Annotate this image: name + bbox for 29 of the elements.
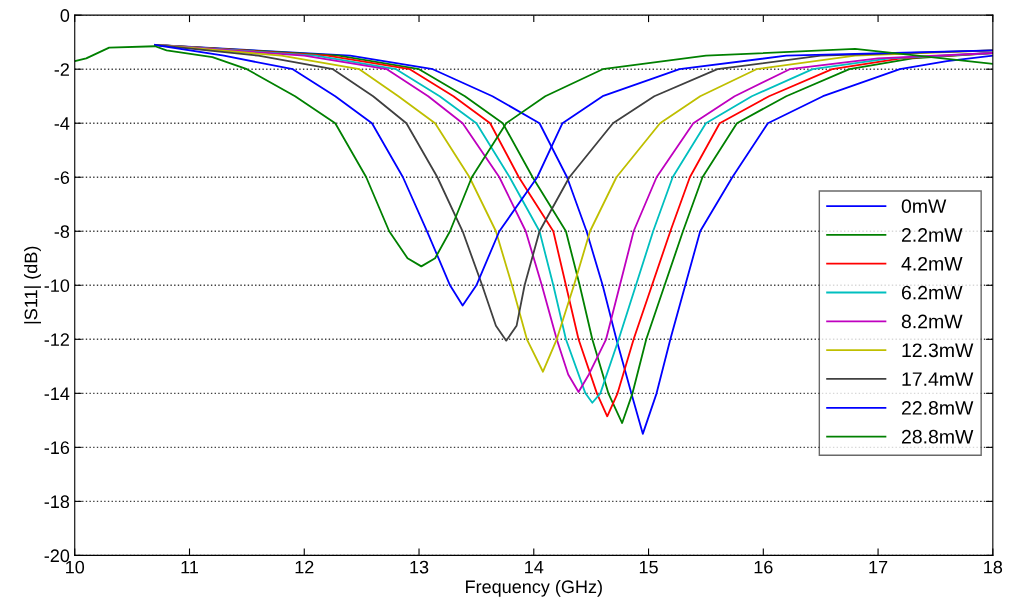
legend-label: 0mW (901, 199, 947, 214)
legend-label: 28.8mW (901, 429, 974, 444)
legend-label: 2.2mW (901, 228, 963, 242)
x-tick-label: 14 (525, 560, 544, 574)
y-tick-label: -4 (54, 117, 70, 130)
x-tick-label: 18 (984, 560, 1003, 574)
legend-label: 17.4mW (902, 372, 974, 386)
x-tick-label: 11 (181, 560, 198, 574)
x-tick-label: 13 (410, 560, 429, 574)
x-tick-label: 12 (295, 560, 314, 574)
y-tick-label: -6 (54, 171, 70, 184)
x-tick-label: 17 (869, 560, 888, 574)
x-tick-label: 16 (754, 560, 773, 574)
y-tick-label: -8 (54, 225, 70, 238)
y-tick-label: -10 (44, 279, 70, 293)
y-tick-label: 0 (60, 9, 70, 22)
legend-label: 22.8mW (901, 401, 974, 415)
legend-label: 12.3mW (902, 343, 974, 358)
legend-label: 6.2mW (901, 285, 963, 300)
y-axis-title: |S11| (dB) (24, 246, 42, 324)
legend-label: 8.2mW (901, 314, 963, 329)
y-tick-label: -14 (44, 387, 70, 400)
y-tick-label: -16 (44, 441, 70, 455)
y-tick-label: -2 (54, 63, 69, 76)
legend-label: 4.2mW (901, 256, 963, 271)
y-tick-label: -12 (44, 333, 69, 346)
x-axis-title: Frequency (GHz) (466, 579, 602, 597)
y-tick-label: -18 (44, 495, 70, 509)
x-tick-label: 15 (639, 560, 658, 574)
